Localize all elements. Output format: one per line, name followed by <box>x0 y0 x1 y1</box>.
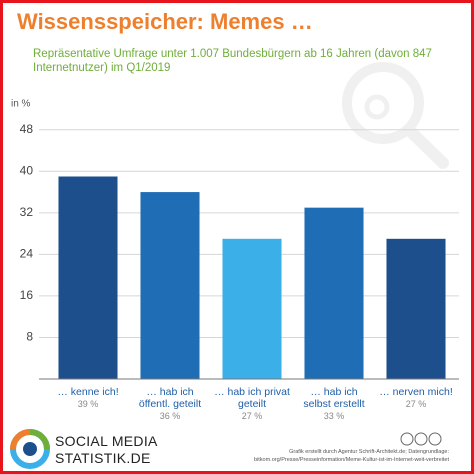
chart: in % 8 16 24 32 40 48 <box>10 62 459 469</box>
x-tick-label: … kenne ich! <box>57 386 119 398</box>
category-column: … hab ich öffentl. geteilt 36 % <box>132 386 208 421</box>
y-tick-label: 32 <box>20 205 34 219</box>
bar <box>140 192 200 379</box>
brand-line: STATISTIK.DE <box>55 450 151 466</box>
category-column: … kenne ich! 39 % <box>50 386 126 409</box>
credit-line: bitkom.org/Presse/Presseinformation/Meme… <box>253 457 449 463</box>
x-tick-label: … hab ich privat geteilt <box>214 386 290 410</box>
chart-title: Wissensspeicher: Memes … <box>17 9 313 34</box>
y-tick-label: 8 <box>26 330 33 344</box>
y-tick-label: 40 <box>20 163 34 177</box>
category-column: … hab ich privat geteilt 27 % <box>214 386 290 421</box>
license-icons <box>400 432 442 446</box>
x-tick-label: … nerven mich! <box>379 386 453 398</box>
bar <box>222 238 282 379</box>
watermark <box>342 62 449 169</box>
bar <box>386 238 446 379</box>
value-label: 27 % <box>405 399 427 409</box>
value-label: 33 % <box>323 411 345 421</box>
bar <box>304 207 364 379</box>
y-tick-label: 16 <box>20 288 34 302</box>
x-tick-label: … hab ich öffentl. geteilt <box>138 386 202 410</box>
chart-subtitle: Repräsentative Umfrage unter 1.007 Bunde… <box>33 48 432 74</box>
value-label: 36 % <box>159 411 181 421</box>
y-axis-label: in % <box>11 99 31 110</box>
y-tick-label: 24 <box>20 247 34 261</box>
x-tick-label: … hab ich selbst erstellt <box>303 386 365 410</box>
brand-line: SOCIAL MEDIA <box>55 433 158 449</box>
category-column: … nerven mich! 27 % <box>378 386 454 409</box>
value-label: 27 % <box>241 411 263 421</box>
credit-line: Grafik erstellt durch Agentur Schrift-Ar… <box>289 449 449 455</box>
value-label: 39 % <box>77 399 99 409</box>
bar <box>58 176 118 379</box>
y-tick-label: 48 <box>20 122 34 136</box>
logo <box>10 429 50 469</box>
category-column: … hab ich selbst erstellt 33 % <box>296 386 372 421</box>
